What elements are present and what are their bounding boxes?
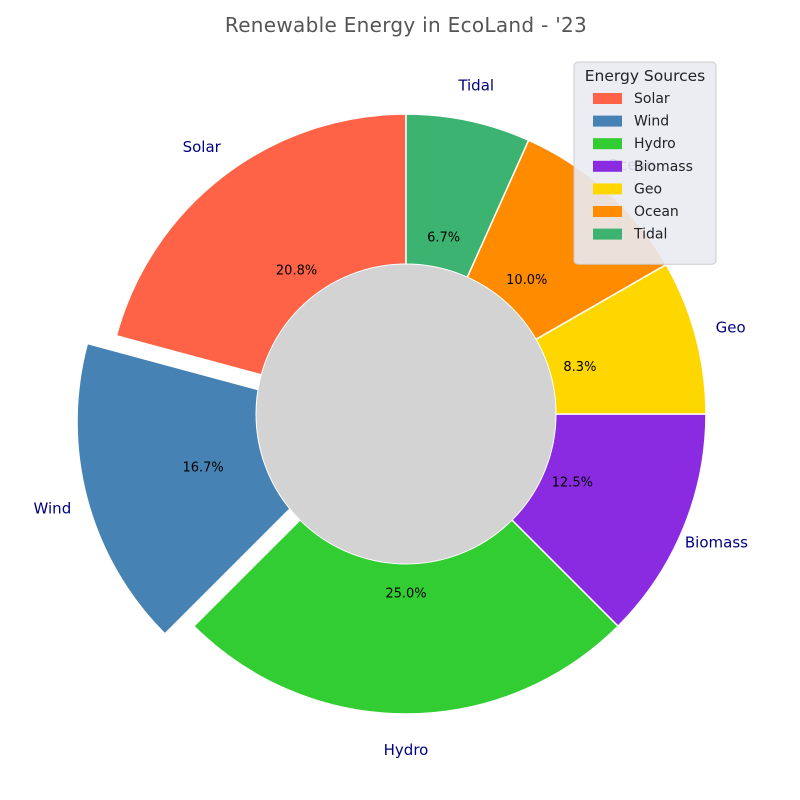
legend-label-solar: Solar bbox=[634, 91, 670, 107]
slice-label-wind: Wind bbox=[34, 499, 72, 517]
legend-label-geo: Geo bbox=[634, 181, 662, 197]
slice-label-solar: Solar bbox=[183, 138, 222, 156]
legend-swatch-wind bbox=[593, 115, 622, 127]
legend-label-biomass: Biomass bbox=[634, 159, 693, 175]
legend: Energy Sources Solar Wind Hydro Biomass Geo Oc… bbox=[573, 61, 717, 265]
legend-swatch-solar bbox=[593, 93, 622, 104]
pct-label-solar: 20.8% bbox=[276, 264, 317, 279]
slice-label-biomass: Biomass bbox=[685, 534, 748, 552]
pct-label-wind: 16.7% bbox=[182, 461, 223, 476]
legend-swatch-tidal bbox=[593, 228, 622, 240]
labels-group: Solar 20.8% Wind 16.7% Hydro 25.0% Biomass 12.5… bbox=[34, 76, 749, 759]
legend-swatch-ocean bbox=[593, 206, 622, 217]
pct-label-tidal: 6.7% bbox=[427, 230, 460, 245]
legend-label-ocean: Ocean bbox=[634, 204, 679, 220]
legend-label-tidal: Tidal bbox=[633, 227, 667, 243]
pct-label-ocean: 10.0% bbox=[506, 273, 547, 288]
pct-label-hydro: 25.0% bbox=[385, 587, 426, 602]
donut-center-hole bbox=[255, 263, 557, 565]
chart-title: Renewable Energy in EcoLand - '23 bbox=[225, 13, 587, 37]
legend-label-hydro: Hydro bbox=[634, 136, 676, 152]
pct-label-biomass: 12.5% bbox=[552, 475, 593, 490]
legend-label-wind: Wind bbox=[634, 114, 669, 130]
pct-label-geo: 8.3% bbox=[563, 360, 596, 375]
slice-label-tidal: Tidal bbox=[457, 76, 494, 94]
slice-label-hydro: Hydro bbox=[384, 741, 429, 759]
legend-swatch-biomass bbox=[593, 160, 622, 172]
slice-label-geo: Geo bbox=[716, 318, 746, 336]
legend-title: Energy Sources bbox=[585, 67, 706, 85]
legend-swatch-hydro bbox=[593, 138, 622, 150]
legend-swatch-geo bbox=[593, 183, 622, 195]
